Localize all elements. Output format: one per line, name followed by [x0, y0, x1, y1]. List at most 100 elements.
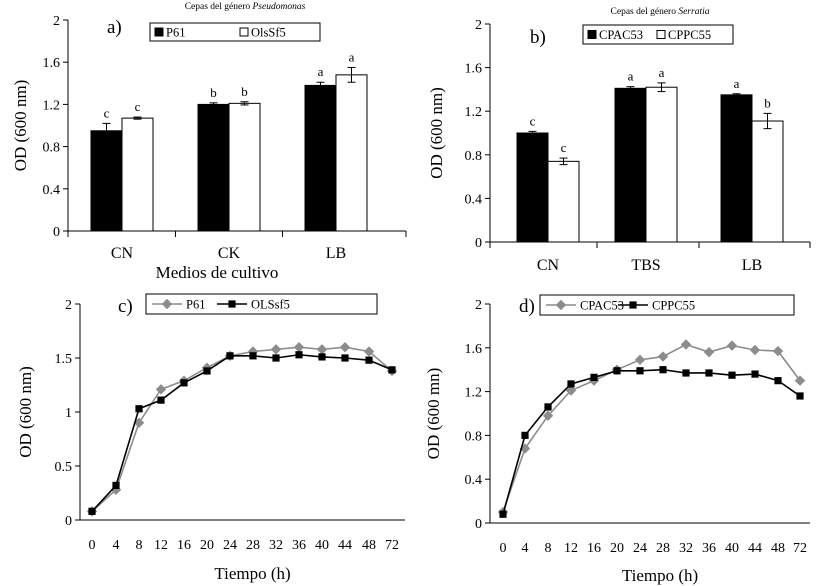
- legend-swatch: [239, 27, 249, 37]
- y-tick-label: 2: [65, 298, 72, 313]
- y-tick-label: 1: [65, 406, 72, 421]
- point-P61: [363, 346, 375, 357]
- significance-letter: c: [530, 113, 536, 128]
- x-tick-label: 28: [246, 538, 260, 553]
- point-OLSsf5: [112, 481, 120, 490]
- point-OLSsf5: [157, 396, 165, 404]
- point-OLSsf5: [226, 352, 234, 360]
- y-tick-label: 2: [53, 14, 60, 29]
- y-tick-label: 0.5: [55, 460, 73, 475]
- legend-label: CPAC53: [599, 28, 643, 42]
- y-tick-label: 0.4: [465, 192, 483, 207]
- point-P61: [270, 344, 282, 355]
- point-CPAC53: [657, 351, 669, 362]
- x-tick-label: 12: [154, 538, 168, 553]
- point-OLSsf5: [388, 366, 396, 374]
- x-tick-label: 16: [587, 541, 601, 556]
- error-bar: [133, 116, 142, 120]
- legend-box: [539, 294, 795, 316]
- legend-swatch: [656, 30, 666, 39]
- legend-box: [145, 293, 378, 315]
- point-CPPC55: [796, 392, 804, 400]
- panel-label: b): [530, 27, 546, 48]
- point-CPPC55: [774, 377, 782, 385]
- x-tick-label: 4: [522, 541, 529, 556]
- point-CPPC55: [705, 369, 713, 377]
- bar-CPAC53-TBS: [614, 87, 647, 243]
- significance-letter: a: [734, 76, 740, 91]
- significance-letter: b: [210, 85, 217, 100]
- point-P61: [339, 341, 351, 353]
- bar-P61-LB: [304, 84, 337, 232]
- supertitle-genus: Serratia: [678, 7, 709, 17]
- legend: P61 OlsSf5: [149, 22, 321, 42]
- category-label: LB: [742, 257, 762, 274]
- y-tick-label: 1.6: [465, 342, 483, 357]
- bar-CPAC53-CN: [516, 132, 549, 243]
- point-CPPC55: [567, 380, 575, 388]
- x-tick-label: 48: [771, 541, 785, 556]
- point-OLSsf5: [295, 351, 303, 359]
- point-P61: [316, 344, 328, 355]
- point-P61: [293, 341, 305, 353]
- point-P61: [155, 384, 167, 395]
- error-bar: [209, 102, 218, 107]
- bar-CPPC55-CN: [547, 160, 580, 243]
- x-tick-label: 12: [564, 541, 578, 556]
- y-tick-label: 1.6: [43, 56, 61, 71]
- series-line-P61: [91, 346, 393, 512]
- point-CPAC53: [703, 346, 715, 358]
- y-tick-label: 0.8: [43, 141, 61, 156]
- error-bar: [732, 93, 741, 97]
- error-bar: [347, 66, 356, 83]
- x-tick-label: 28: [656, 541, 670, 556]
- chart-supertitle: Cepas del género Pseudomonas: [185, 2, 306, 12]
- x-tick-label: 20: [200, 538, 214, 553]
- point-CPAC53: [772, 345, 784, 357]
- point-CPPC55: [636, 367, 644, 375]
- y-axis-title: OD (600 nm): [427, 87, 446, 179]
- bar-OlsSf5-LB: [335, 74, 368, 232]
- x-tick-label: 0: [500, 541, 507, 556]
- category-label: CK: [218, 245, 241, 262]
- x-axis-title: Tiempo (h): [622, 566, 698, 585]
- x-tick-label: 16: [177, 538, 191, 553]
- x-tick-label: 8: [136, 538, 143, 553]
- bar-CPPC55-LB: [751, 120, 784, 243]
- bar-P61-CK: [197, 103, 230, 232]
- y-tick-label: 0.8: [465, 429, 483, 444]
- error-bar: [528, 130, 537, 136]
- significance-letter: b: [241, 84, 248, 99]
- x-tick-label: 44: [338, 538, 352, 553]
- point-OLSsf5: [203, 367, 211, 375]
- point-CPAC53: [565, 385, 577, 396]
- category-label: CN: [111, 245, 134, 262]
- point-OLSsf5: [341, 354, 349, 362]
- panel-label: d): [519, 296, 535, 317]
- point-CPPC55: [590, 373, 598, 381]
- x-tick-label: 32: [679, 541, 693, 556]
- y-tick-label: 0: [475, 517, 482, 532]
- point-CPPC55: [544, 403, 552, 411]
- point-OLSsf5: [272, 354, 280, 362]
- bar-OlsSf5-CK: [228, 102, 261, 232]
- panel-label: a): [107, 17, 122, 38]
- x-tick-label: 24: [633, 541, 647, 556]
- legend: P61 OLSsf5: [145, 293, 378, 315]
- point-OLSsf5: [318, 353, 326, 361]
- y-tick-label: 1.2: [465, 386, 483, 401]
- point-CPPC55: [659, 366, 667, 374]
- point-OLSsf5: [180, 379, 188, 387]
- error-bar: [316, 81, 325, 90]
- y-tick-label: 1.2: [43, 98, 61, 113]
- legend-label: P61: [186, 298, 205, 312]
- x-tick-label: 36: [292, 538, 306, 553]
- point-CPAC53: [726, 340, 738, 351]
- point-OLSsf5: [365, 356, 373, 364]
- point-CPPC55: [728, 371, 736, 379]
- x-tick-label: 72: [385, 538, 399, 553]
- panel-label: c): [118, 296, 133, 317]
- x-tick-label: 40: [725, 541, 739, 556]
- point-OLSsf5: [249, 352, 257, 360]
- legend-label: CPPC55: [668, 28, 711, 42]
